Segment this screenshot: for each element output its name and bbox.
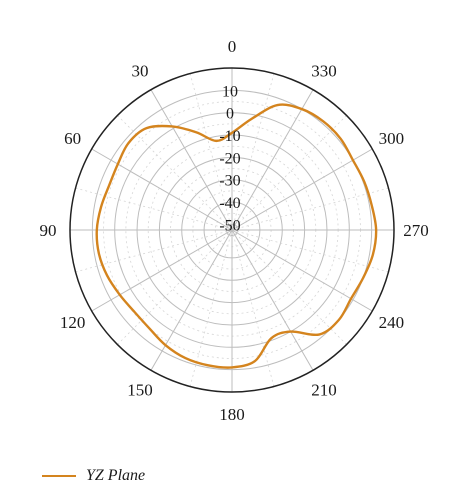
minor-spoke [231, 229, 389, 273]
angle-tick-label: 60 [64, 129, 81, 148]
minor-spoke [231, 229, 347, 345]
radial-tick-label: 10 [222, 83, 238, 100]
grid-spoke [231, 148, 373, 231]
series-line-yz-plane [95, 103, 378, 369]
angle-tick-label: 240 [379, 313, 405, 332]
legend-line-swatch [42, 475, 76, 477]
radial-tick-label: -30 [219, 173, 240, 190]
angle-tick-label: 180 [219, 405, 245, 424]
minor-spoke [231, 73, 275, 231]
angle-tick-label: 300 [379, 129, 405, 148]
grid-spoke [231, 229, 314, 371]
grid-spoke [150, 89, 233, 231]
minor-spoke [75, 187, 233, 231]
minor-spoke [117, 115, 233, 231]
series-layer [95, 103, 378, 369]
radial-tick-label: -50 [219, 217, 240, 234]
grid-spoke [231, 229, 373, 312]
radial-tick-label: 0 [226, 106, 234, 123]
grid-spoke [91, 229, 233, 312]
angle-tick-label: 270 [403, 221, 429, 240]
radial-tick-label: -20 [219, 150, 240, 167]
grid-spoke [231, 89, 314, 231]
angle-tick-label: 330 [311, 62, 337, 81]
minor-spoke [189, 229, 233, 387]
polar-chart: 0 30 60 90 120 150 180 210 240 270 300 330 -50 -40 -30… [40, 37, 429, 424]
minor-spoke [231, 115, 347, 231]
minor-spoke [231, 187, 389, 231]
angle-tick-label: 210 [311, 380, 337, 399]
minor-spoke [189, 73, 233, 231]
angle-tick-label: 90 [40, 221, 57, 240]
legend-label: YZ Plane [86, 467, 146, 484]
label-layer: 0 30 60 90 120 150 180 210 240 270 300 330 -50 -40 -30… [40, 37, 429, 424]
radial-tick-label: -40 [219, 195, 240, 212]
grid-spoke [150, 229, 233, 371]
minor-spoke [231, 229, 275, 387]
legend: YZ Plane [42, 466, 145, 486]
grid-spoke [91, 148, 233, 231]
angle-tick-label: 0 [228, 37, 237, 56]
outer-circle [69, 67, 395, 393]
angle-tick-label: 120 [60, 313, 86, 332]
angle-tick-label: 30 [132, 62, 149, 81]
angle-tick-label: 150 [127, 380, 153, 399]
polar-grid [69, 67, 395, 393]
radial-tick-label: -10 [219, 128, 240, 145]
minor-spoke [117, 229, 233, 345]
